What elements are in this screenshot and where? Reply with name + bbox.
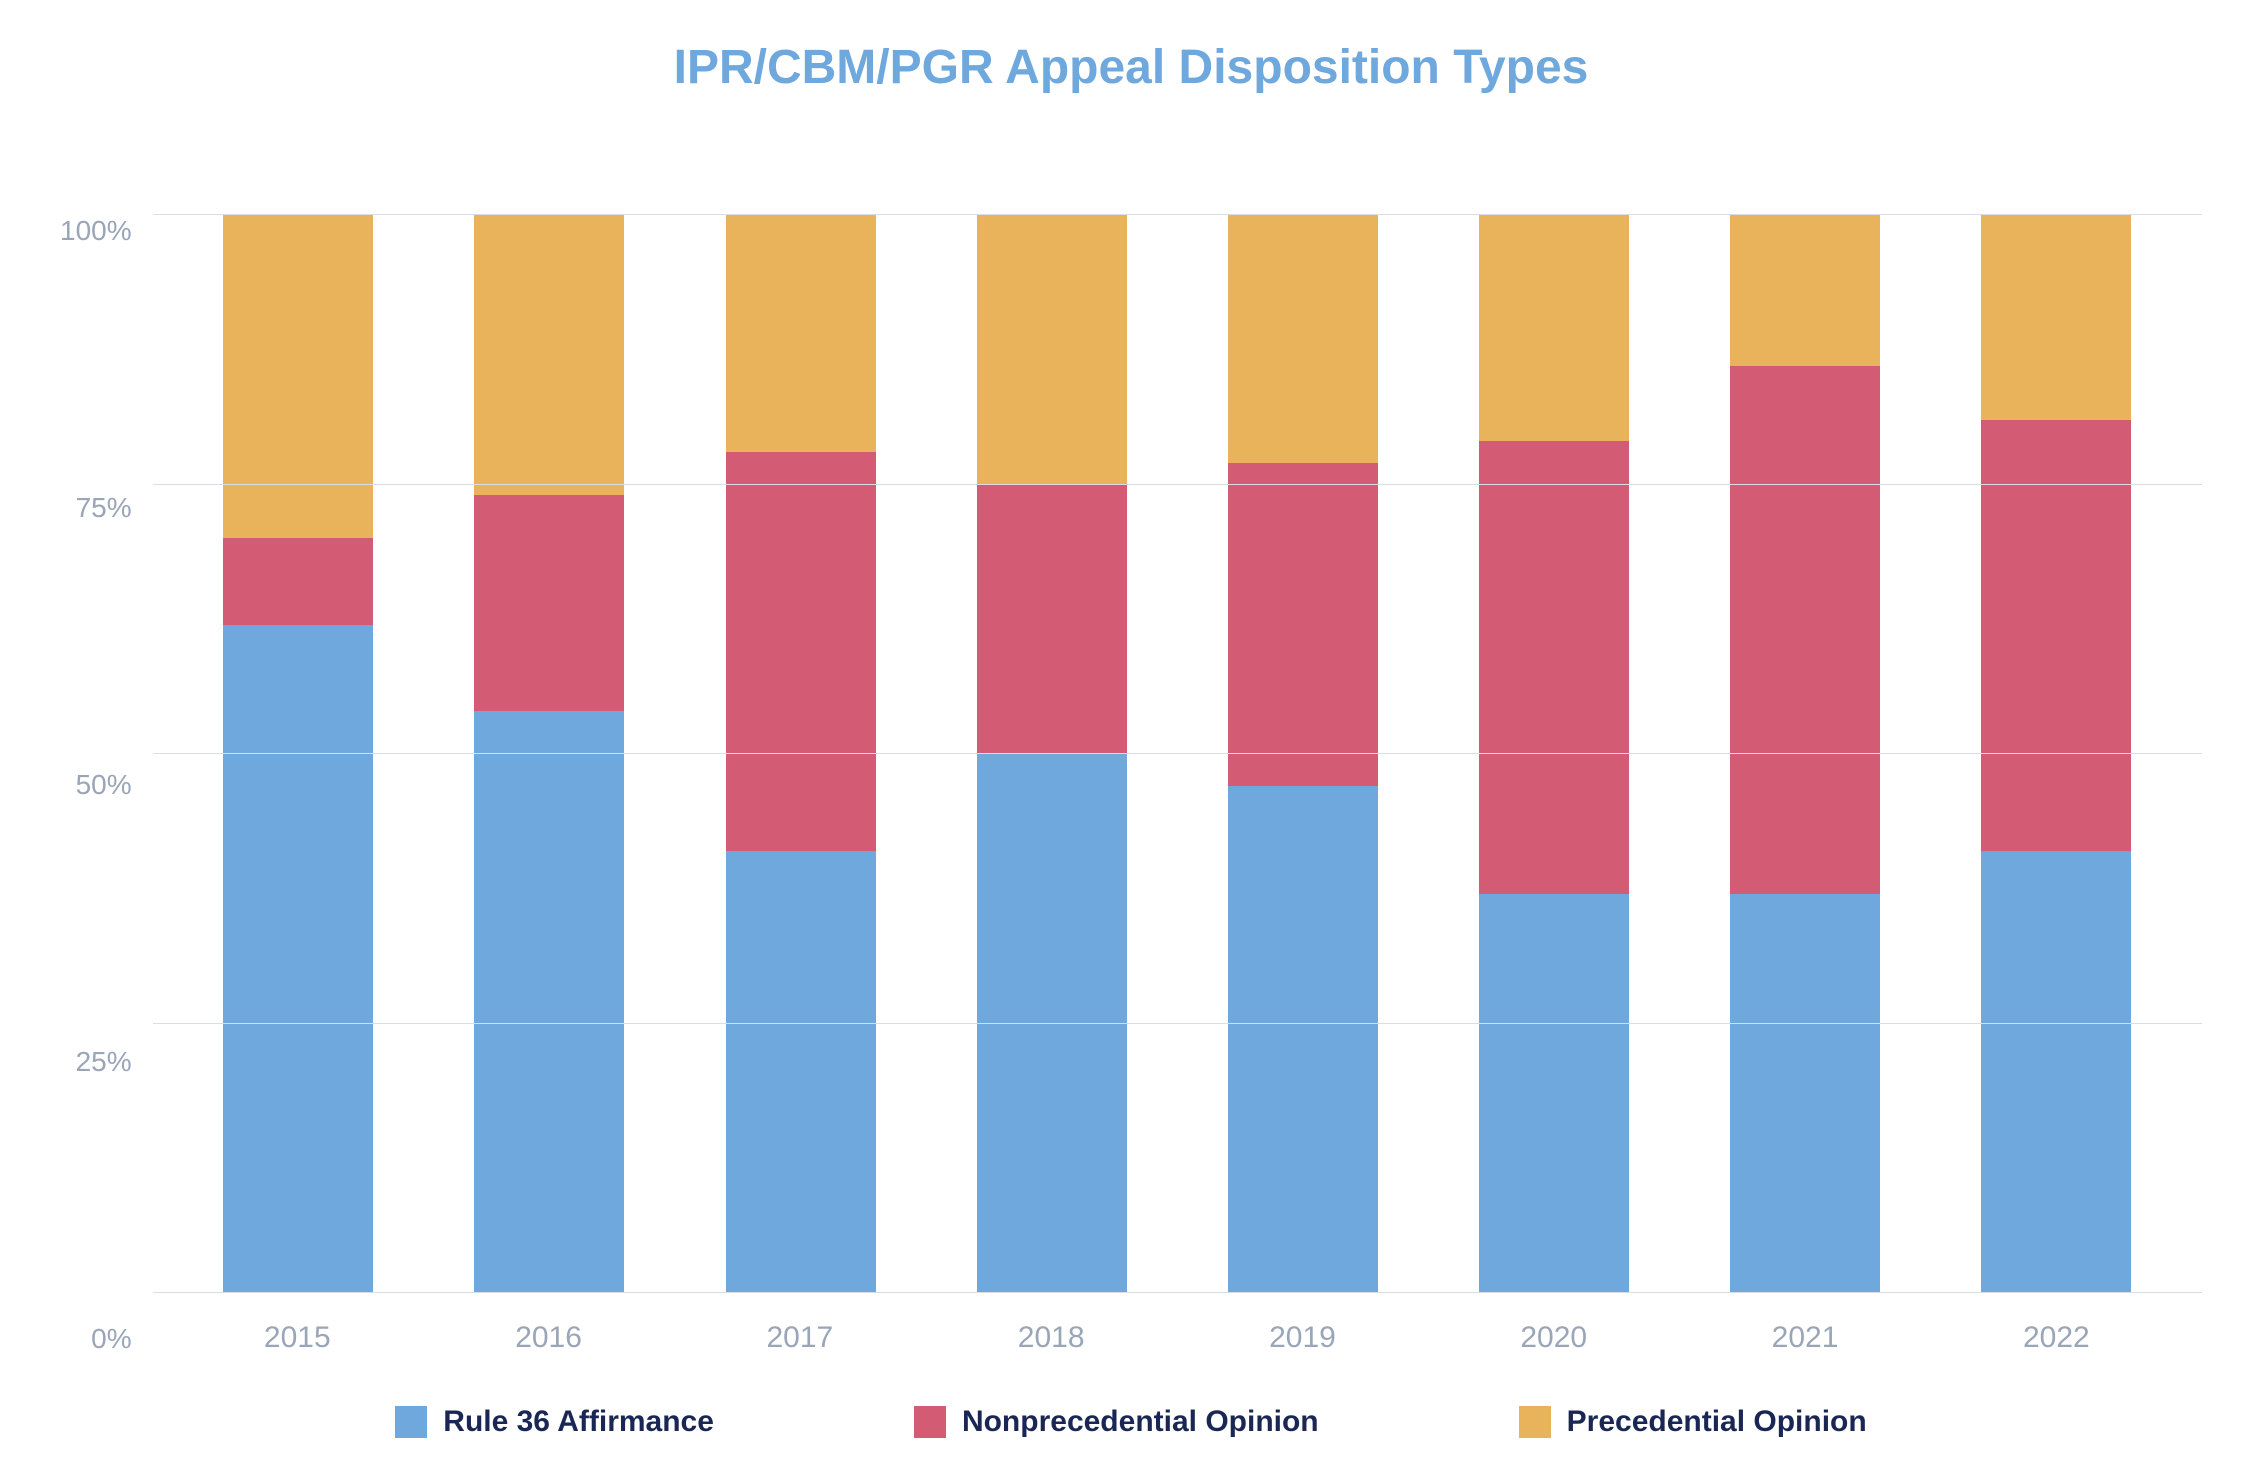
chart-container: IPR/CBM/PGR Appeal Disposition Types 100…: [0, 0, 2262, 1469]
bar-2016: [474, 215, 624, 1293]
legend-item-rule36: Rule 36 Affirmance: [395, 1405, 714, 1439]
segment-prec-2018: [977, 215, 1127, 485]
bar-2021: [1730, 215, 1880, 1293]
segment-rule36-2018: [977, 754, 1127, 1293]
legend-item-prec: Precedential Opinion: [1519, 1405, 1867, 1439]
plot-outer: 2015 2016 2017 2018 2019 2020 2021 2022: [152, 215, 2202, 1355]
bar-2019: [1228, 215, 1378, 1293]
segment-nonprec-2022: [1981, 420, 2131, 851]
legend-label-prec: Precedential Opinion: [1567, 1405, 1867, 1439]
chart-title: IPR/CBM/PGR Appeal Disposition Types: [674, 40, 1589, 95]
x-tick-label: 2015: [222, 1321, 372, 1355]
grid-line: [153, 484, 2202, 485]
segment-prec-2020: [1479, 215, 1629, 441]
segment-rule36-2016: [474, 711, 624, 1293]
segment-rule36-2017: [726, 851, 876, 1293]
segment-nonprec-2021: [1730, 366, 1880, 894]
y-tick-label: 25%: [76, 1046, 132, 1078]
legend-swatch-rule36: [395, 1406, 427, 1438]
segment-nonprec-2020: [1479, 441, 1629, 894]
segment-nonprec-2015: [223, 538, 373, 624]
segment-rule36-2015: [223, 625, 373, 1293]
grid-line: [153, 1292, 2202, 1293]
x-tick-label: 2017: [725, 1321, 875, 1355]
segment-nonprec-2017: [726, 452, 876, 851]
segment-prec-2015: [223, 215, 373, 538]
chart-body: 100% 75% 50% 25% 0% 2015 2016 2017 2018 2019 2020…: [60, 215, 2202, 1355]
segment-nonprec-2018: [977, 485, 1127, 755]
grid-line: [153, 1023, 2202, 1024]
segment-prec-2021: [1730, 215, 1880, 366]
legend-item-nonprec: Nonprecedential Opinion: [914, 1405, 1319, 1439]
segment-rule36-2022: [1981, 851, 2131, 1293]
bar-2015: [223, 215, 373, 1293]
plot-area: [152, 215, 2202, 1293]
y-tick-label: 50%: [76, 769, 132, 801]
x-tick-label: 2020: [1479, 1321, 1629, 1355]
segment-prec-2022: [1981, 215, 2131, 420]
x-tick-label: 2018: [976, 1321, 1126, 1355]
y-axis: 100% 75% 50% 25% 0%: [60, 215, 152, 1355]
x-tick-label: 2021: [1730, 1321, 1880, 1355]
segment-prec-2019: [1228, 215, 1378, 463]
x-tick-label: 2016: [474, 1321, 624, 1355]
x-tick-label: 2019: [1227, 1321, 1377, 1355]
segment-rule36-2020: [1479, 894, 1629, 1293]
legend-label-nonprec: Nonprecedential Opinion: [962, 1405, 1319, 1439]
bar-2017: [726, 215, 876, 1293]
segment-rule36-2021: [1730, 894, 1880, 1293]
segment-rule36-2019: [1228, 786, 1378, 1293]
legend: Rule 36 Affirmance Nonprecedential Opinio…: [60, 1405, 2202, 1439]
bars-group: [153, 215, 2202, 1293]
legend-label-rule36: Rule 36 Affirmance: [443, 1405, 714, 1439]
x-axis: 2015 2016 2017 2018 2019 2020 2021 2022: [152, 1321, 2202, 1355]
segment-nonprec-2016: [474, 495, 624, 711]
x-tick-label: 2022: [1981, 1321, 2131, 1355]
bar-2018: [977, 215, 1127, 1293]
y-tick-label: 75%: [76, 492, 132, 524]
legend-swatch-prec: [1519, 1406, 1551, 1438]
grid-line: [153, 214, 2202, 215]
segment-prec-2017: [726, 215, 876, 452]
segment-nonprec-2019: [1228, 463, 1378, 786]
y-tick-label: 0%: [91, 1323, 131, 1355]
legend-swatch-nonprec: [914, 1406, 946, 1438]
y-tick-label: 100%: [60, 215, 132, 247]
bar-2022: [1981, 215, 2131, 1293]
bar-2020: [1479, 215, 1629, 1293]
grid-line: [153, 753, 2202, 754]
segment-prec-2016: [474, 215, 624, 495]
